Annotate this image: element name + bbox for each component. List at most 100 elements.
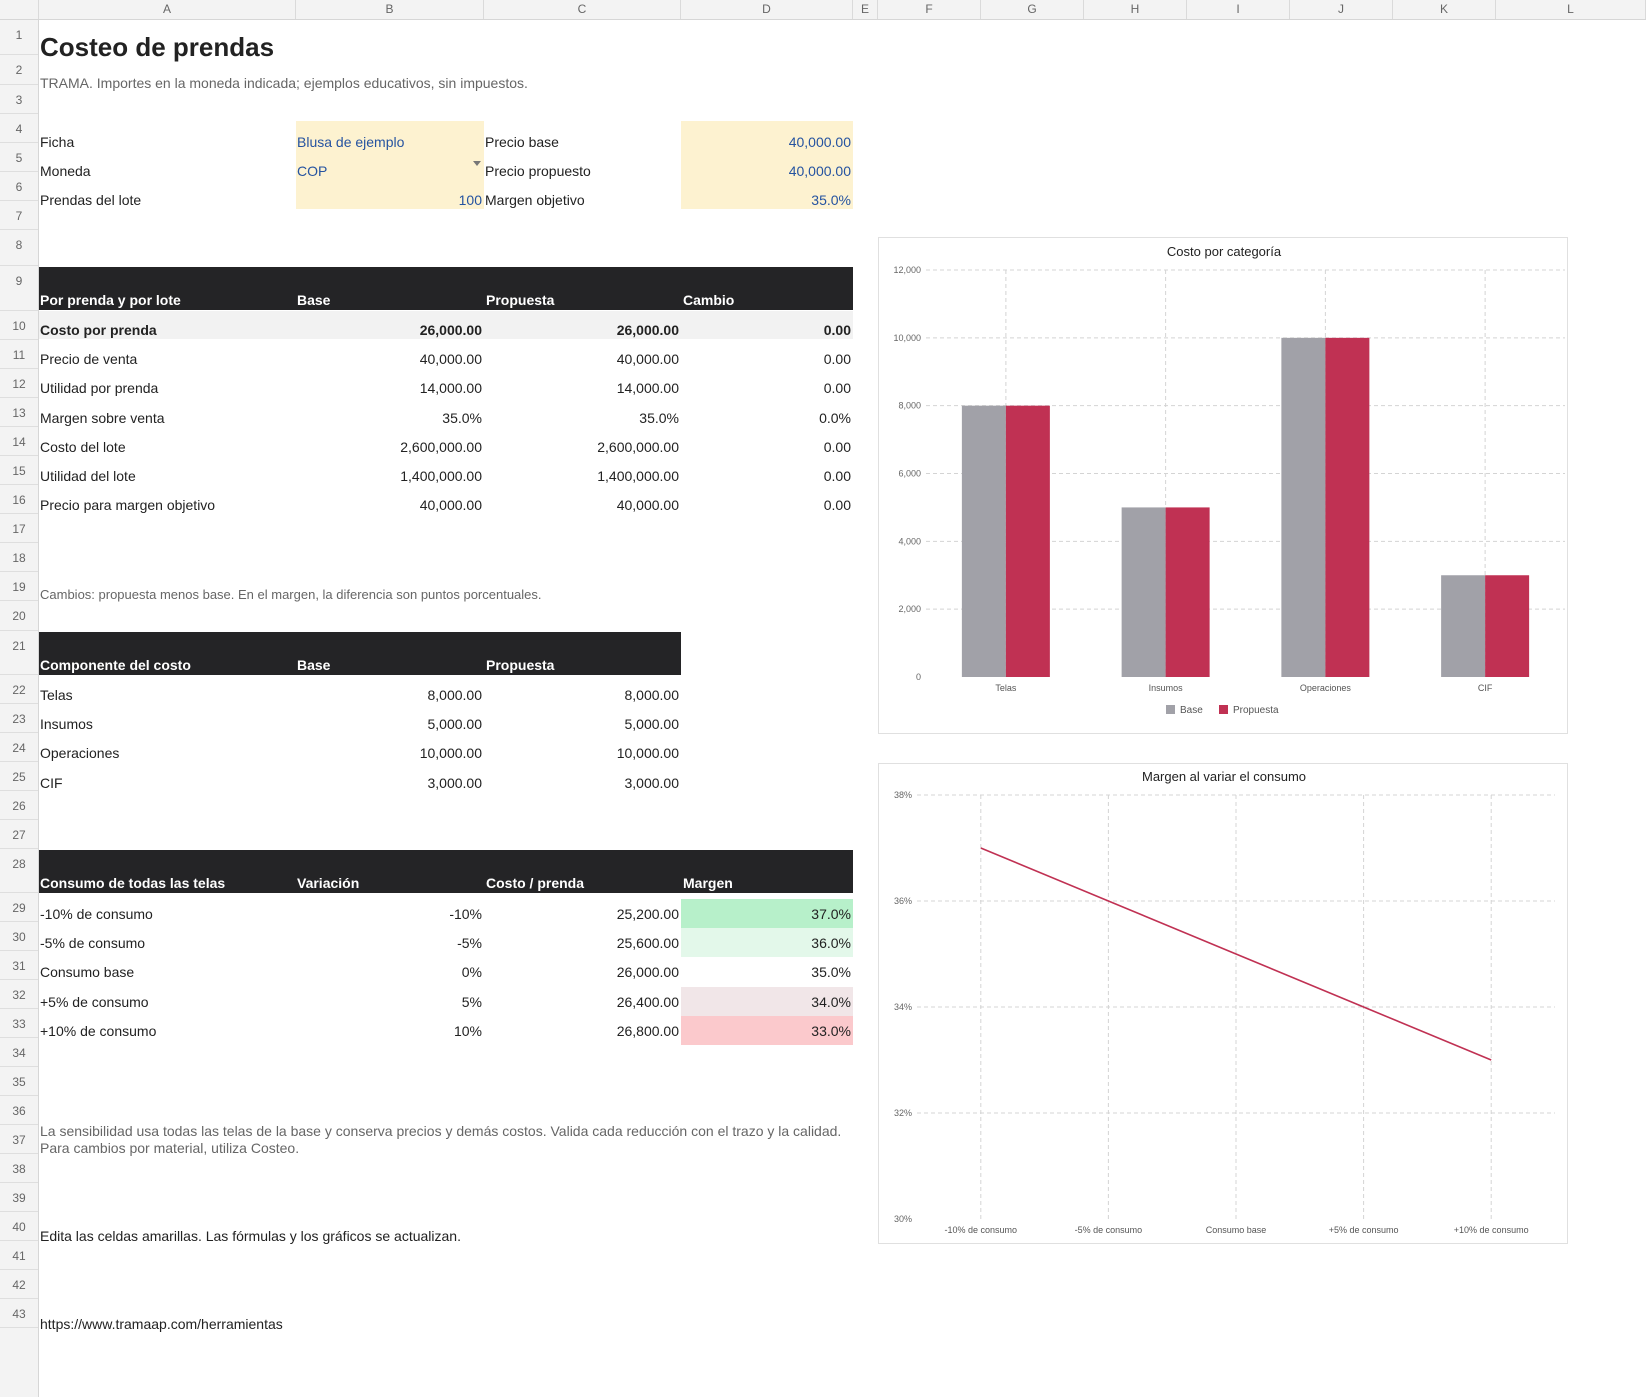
sensitivity-cell-costo: 26,000.00 bbox=[616, 964, 679, 981]
row-header-11[interactable]: 11 bbox=[0, 340, 38, 369]
component-cell-base: 10,000.00 bbox=[419, 745, 482, 762]
y-tick-label: 10,000 bbox=[893, 333, 921, 343]
row-header-43[interactable]: 43 bbox=[0, 1299, 38, 1328]
sensitivity-note-line2: Para cambios por material, utiliza Coste… bbox=[40, 1140, 300, 1156]
sensitivity-cell-concept: -10% de consumo bbox=[40, 906, 153, 922]
precio-propuesto-input[interactable]: 40,000.00 bbox=[788, 163, 851, 179]
sensitivity-cell-margen: 35.0% bbox=[811, 964, 851, 981]
chevron-down-icon[interactable] bbox=[473, 161, 481, 166]
column-header-i[interactable]: I bbox=[1187, 0, 1290, 19]
row-header-25[interactable]: 25 bbox=[0, 762, 38, 791]
prendas-input[interactable]: 100 bbox=[458, 192, 482, 208]
row-header-9[interactable]: 9 bbox=[0, 266, 38, 311]
bar-base bbox=[1441, 575, 1486, 677]
row-header-5[interactable]: 5 bbox=[0, 143, 38, 172]
column-header-k[interactable]: K bbox=[1393, 0, 1496, 19]
select-all-corner[interactable] bbox=[0, 0, 39, 19]
row-header-37[interactable]: 37 bbox=[0, 1125, 38, 1154]
row-header-38[interactable]: 38 bbox=[0, 1154, 38, 1183]
row-header-7[interactable]: 7 bbox=[0, 201, 38, 230]
ficha-input[interactable]: Blusa de ejemplo bbox=[297, 134, 405, 150]
x-tick-label: Insumos bbox=[1149, 683, 1184, 693]
row-header-39[interactable]: 39 bbox=[0, 1183, 38, 1212]
summary-cell-base: 1,400,000.00 bbox=[400, 468, 482, 484]
x-tick-label: CIF bbox=[1478, 683, 1493, 693]
column-header-e[interactable]: E bbox=[853, 0, 878, 19]
row-header-20[interactable]: 20 bbox=[0, 601, 38, 631]
sensitivity-cell-margen: 37.0% bbox=[811, 906, 851, 922]
row-header-12[interactable]: 12 bbox=[0, 369, 38, 398]
row-header-41[interactable]: 41 bbox=[0, 1241, 38, 1270]
summary-cell-concept: Precio de venta bbox=[40, 351, 138, 368]
row-header-4[interactable]: 4 bbox=[0, 114, 38, 143]
row-header-8[interactable]: 8 bbox=[0, 230, 38, 266]
y-tick-label: 30% bbox=[894, 1214, 912, 1224]
row-header-17[interactable]: 17 bbox=[0, 514, 38, 543]
row-header-29[interactable]: 29 bbox=[0, 893, 38, 922]
components-header-propuesta: Propuesta bbox=[486, 657, 555, 673]
y-tick-label: 8,000 bbox=[898, 401, 921, 411]
component-cell-base: 5,000.00 bbox=[427, 716, 483, 733]
margen-objetivo-input[interactable]: 35.0% bbox=[811, 192, 851, 208]
column-header-d[interactable]: D bbox=[681, 0, 853, 19]
row-header-26[interactable]: 26 bbox=[0, 791, 38, 820]
website-link[interactable]: https://www.tramaap.com/herramientas bbox=[40, 1316, 283, 1332]
row-header-35[interactable]: 35 bbox=[0, 1067, 38, 1096]
moneda-select[interactable]: COP bbox=[297, 163, 328, 179]
summary-cell-base: 40,000.00 bbox=[419, 351, 482, 368]
row-header-6[interactable]: 6 bbox=[0, 172, 38, 201]
summary-header-propuesta: Propuesta bbox=[486, 292, 555, 308]
row-header-33[interactable]: 33 bbox=[0, 1009, 38, 1038]
sensitivity-cell-concept: -5% de consumo bbox=[40, 935, 146, 952]
row-header-30[interactable]: 30 bbox=[0, 922, 38, 951]
row-header-13[interactable]: 13 bbox=[0, 398, 38, 427]
row-header-16[interactable]: 16 bbox=[0, 485, 38, 514]
column-header-j[interactable]: J bbox=[1290, 0, 1393, 19]
margin-series-line bbox=[980, 847, 1492, 1061]
row-header-40[interactable]: 40 bbox=[0, 1212, 38, 1241]
row-header-31[interactable]: 31 bbox=[0, 951, 38, 980]
prendas-label: Prendas del lote bbox=[40, 192, 142, 208]
component-cell-propuesta: 10,000.00 bbox=[616, 745, 679, 762]
summary-cell-base: 26,000.00 bbox=[419, 322, 482, 338]
summary-cell-cambio: 0.00 bbox=[823, 322, 851, 338]
sheet-grid[interactable]: Costeo de prendas TRAMA. Importes en la … bbox=[39, 20, 1646, 1397]
bar-chart-costo-categoria[interactable]: Costo por categoría 0 2,000 4,000 6,000 8,000… bbox=[878, 237, 1568, 734]
row-header-22[interactable]: 22 bbox=[0, 675, 38, 704]
row-header-10[interactable]: 10 bbox=[0, 311, 38, 340]
column-header-l[interactable]: L bbox=[1496, 0, 1646, 19]
line-chart-margen-consumo[interactable]: Margen al variar el consumo 30% 32% 34% 36% 3… bbox=[878, 763, 1568, 1244]
legend-label-base: Base bbox=[1180, 705, 1203, 716]
row-header-21[interactable]: 21 bbox=[0, 631, 38, 675]
row-header-15[interactable]: 15 bbox=[0, 456, 38, 485]
x-tick-label: -10% de consumo bbox=[945, 1225, 1018, 1235]
column-header-c[interactable]: C bbox=[484, 0, 681, 19]
row-header-3[interactable]: 3 bbox=[0, 85, 38, 114]
row-header-18[interactable]: 18 bbox=[0, 543, 38, 572]
components-header-concept: Componente del costo bbox=[40, 657, 191, 673]
row-header-19[interactable]: 19 bbox=[0, 572, 38, 601]
row-header-32[interactable]: 32 bbox=[0, 980, 38, 1009]
row-header-27[interactable]: 27 bbox=[0, 820, 38, 849]
row-header-2[interactable]: 2 bbox=[0, 55, 38, 85]
column-header-f[interactable]: F bbox=[878, 0, 981, 19]
column-header-h[interactable]: H bbox=[1084, 0, 1187, 19]
sensitivity-header-costo: Costo / prenda bbox=[486, 875, 585, 891]
sensitivity-cell-variacion: -10% bbox=[449, 906, 482, 922]
column-header-a[interactable]: A bbox=[39, 0, 296, 19]
row-header-34[interactable]: 34 bbox=[0, 1038, 38, 1067]
precio-base-input[interactable]: 40,000.00 bbox=[788, 134, 851, 150]
summary-cell-concept: Costo por prenda bbox=[40, 322, 157, 338]
row-header-42[interactable]: 42 bbox=[0, 1270, 38, 1299]
moneda-label: Moneda bbox=[40, 163, 91, 179]
row-header-14[interactable]: 14 bbox=[0, 427, 38, 456]
row-header-36[interactable]: 36 bbox=[0, 1096, 38, 1125]
bar-propuesta bbox=[1165, 507, 1210, 677]
row-header-23[interactable]: 23 bbox=[0, 704, 38, 733]
components-table-header: Componente del costo Base Propuesta bbox=[39, 632, 681, 675]
row-header-1[interactable]: 1 bbox=[0, 20, 38, 55]
row-header-24[interactable]: 24 bbox=[0, 733, 38, 762]
row-header-28[interactable]: 28 bbox=[0, 849, 38, 893]
column-header-b[interactable]: B bbox=[296, 0, 484, 19]
column-header-g[interactable]: G bbox=[981, 0, 1084, 19]
